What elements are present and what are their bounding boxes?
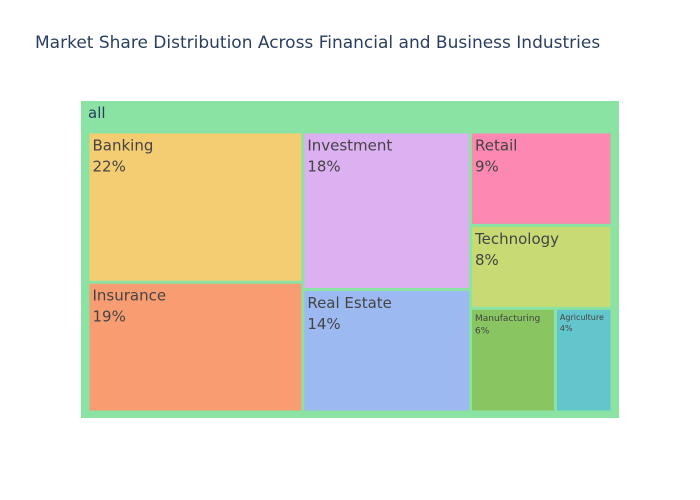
- treemap-tile-manufacturing[interactable]: Manufacturing 6%: [472, 309, 554, 411]
- treemap-tile-value-investment: 18%: [307, 158, 340, 176]
- treemap-tile-rect-technology: [472, 226, 611, 307]
- treemap-tile-rect-real-estate: [304, 291, 470, 411]
- treemap-tile-rect-investment: [304, 133, 470, 288]
- treemap-tile-insurance[interactable]: Insurance 19%: [89, 283, 302, 411]
- treemap-tile-value-manufacturing: 6%: [475, 326, 490, 336]
- treemap-tile-label-real-estate: Real Estate: [307, 294, 392, 312]
- treemap-tile-label-insurance: Insurance: [93, 287, 167, 305]
- treemap-tile-rect-banking: [89, 133, 302, 281]
- treemap-tile-rect-insurance: [89, 283, 302, 411]
- treemap-tile-agriculture[interactable]: Agriculture 4%: [556, 309, 611, 411]
- treemap-tile-value-real-estate: 14%: [307, 315, 340, 333]
- treemap-tile-value-agriculture: 4%: [560, 324, 573, 333]
- treemap-tile-label-agriculture: Agriculture: [560, 313, 604, 322]
- treemap-tile-retail[interactable]: Retail 9%: [472, 133, 611, 224]
- treemap-root-label: all: [88, 104, 106, 122]
- treemap-tile-value-technology: 8%: [475, 251, 499, 269]
- treemap-tile-investment[interactable]: Investment 18%: [304, 133, 470, 289]
- treemap-tile-value-banking: 22%: [93, 158, 126, 176]
- treemap-tile-banking[interactable]: Banking 22%: [89, 133, 302, 281]
- treemap-tile-label-banking: Banking: [93, 137, 154, 155]
- treemap-tile-label-retail: Retail: [475, 137, 517, 155]
- treemap-tile-value-insurance: 19%: [93, 308, 126, 326]
- treemap-tile-rect-retail: [472, 133, 611, 224]
- treemap-tile-label-manufacturing: Manufacturing: [475, 314, 540, 324]
- treemap-tile-value-retail: 9%: [475, 158, 499, 176]
- treemap-tile-rect-agriculture: [556, 309, 611, 411]
- treemap-tile-label-technology: Technology: [474, 230, 559, 248]
- chart-title: Market Share Distribution Across Financi…: [35, 33, 601, 53]
- treemap-tile-rect-manufacturing: [472, 309, 554, 411]
- treemap-tile-technology[interactable]: Technology 8%: [472, 226, 611, 307]
- treemap-tiles: Banking 22% Insurance 19% Investment 18% Real …: [89, 133, 611, 411]
- treemap-tile-real-estate[interactable]: Real Estate 14%: [304, 291, 470, 411]
- treemap-tile-label-investment: Investment: [307, 137, 392, 155]
